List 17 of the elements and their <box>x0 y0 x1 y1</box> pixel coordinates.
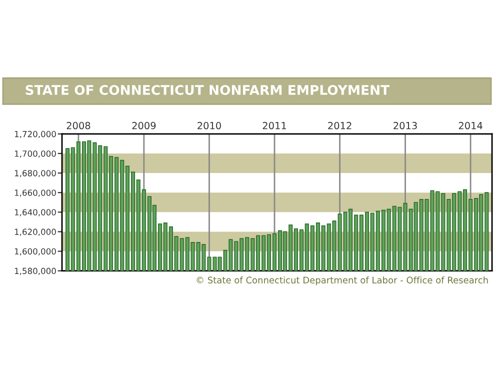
chart-title: STATE OF CONNECTICUT NONFARM EMPLOYMENT <box>26 84 390 95</box>
y-tick-label: 1,680,000 <box>14 170 56 178</box>
x-tick-label: 2013 <box>394 122 417 130</box>
y-tick-label: 1,640,000 <box>14 209 56 216</box>
y-tick-label: 1,580,000 <box>14 268 56 275</box>
x-tick-label: 2009 <box>132 122 156 130</box>
x-tick-label: 2012 <box>328 122 352 130</box>
y-tick-label: 1,720,000 <box>14 130 56 138</box>
y-tick-label: 1,620,000 <box>14 228 56 236</box>
x-tick-label: 2010 <box>198 122 221 130</box>
x-tick-label: 2011 <box>262 122 286 130</box>
y-tick-label: 1,700,000 <box>14 150 56 158</box>
x-tick-label: 2014 <box>458 122 482 130</box>
y-tick-label: 1,600,000 <box>14 248 56 256</box>
text: © State of Connecticut Department of Labor - Office of Research <box>196 276 488 286</box>
x-tick-label: 2008 <box>66 122 90 130</box>
y-tick-label: 1,660,000 <box>14 190 56 197</box>
